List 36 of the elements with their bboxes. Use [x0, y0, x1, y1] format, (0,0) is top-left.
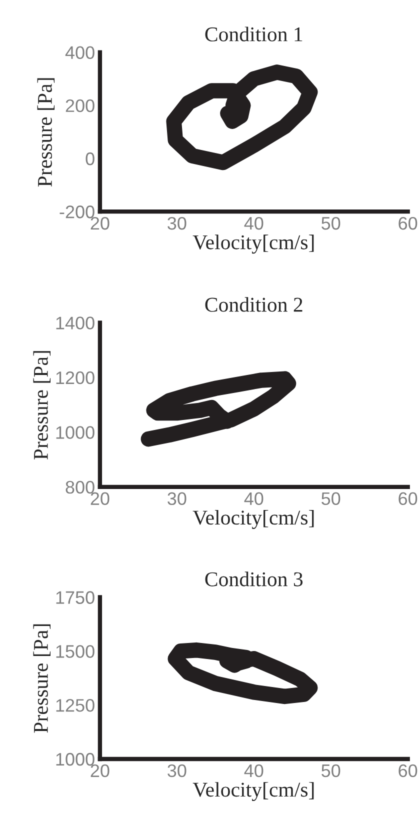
x-tick-label: 20 — [90, 216, 110, 230]
y-tick-label: 400 — [65, 46, 94, 60]
x-tick-label: 50 — [322, 492, 340, 506]
chart-title: Condition 3 — [205, 572, 303, 586]
y-tick-label: 1750 — [56, 591, 94, 604]
x-tick-label: 30 — [168, 492, 186, 506]
y-tick-label: 800 — [66, 480, 94, 494]
x-tick-label: 60 — [398, 216, 418, 230]
y-axis-title: Pressure [Pa] — [33, 351, 51, 460]
y-tick-label: 1000 — [56, 426, 94, 439]
x-tick-label: 40 — [244, 764, 264, 778]
x-tick-label: 60 — [398, 764, 418, 778]
y-tick-label: 0 — [86, 152, 94, 166]
y-tick-label: -200 — [60, 206, 94, 218]
y-tick-label: 200 — [66, 99, 94, 112]
chart-title: Condition 2 — [205, 297, 302, 312]
y-tick-label: 1250 — [56, 699, 94, 712]
x-axis-title: Velocity[cm/s] — [192, 782, 314, 802]
x-tick-label: 20 — [90, 764, 110, 778]
x-tick-label: 40 — [244, 216, 264, 230]
x-axis-title: Velocity[cm/s] — [192, 234, 314, 254]
y-tick-label: 1500 — [56, 645, 94, 658]
chart-title: Condition 1 — [205, 26, 302, 42]
y-tick-label: 1400 — [56, 316, 94, 330]
x-axis-title: Velocity[cm/s] — [192, 510, 314, 529]
y-tick-label: 1000 — [56, 752, 94, 766]
x-tick-label: 20 — [90, 492, 110, 506]
x-tick-label: 30 — [168, 216, 186, 230]
x-tick-label: 50 — [322, 764, 340, 778]
x-tick-label: 60 — [398, 492, 418, 506]
x-tick-label: 30 — [168, 764, 186, 778]
y-axis-title: Pressure [Pa] — [33, 624, 51, 733]
x-tick-label: 40 — [244, 492, 264, 506]
y-tick-label: 1200 — [56, 371, 94, 384]
y-axis-title: Pressure [Pa] — [37, 78, 55, 187]
x-tick-label: 50 — [322, 216, 340, 230]
